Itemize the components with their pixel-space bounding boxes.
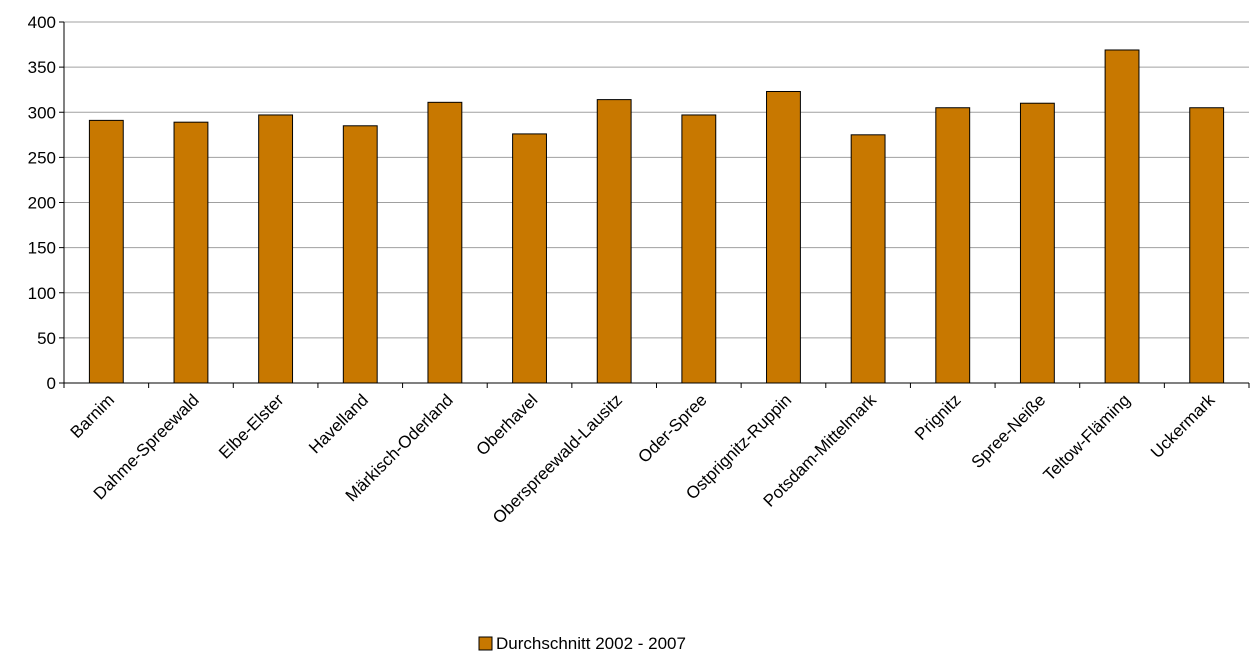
y-tick-label: 250	[28, 148, 56, 167]
legend-swatch	[478, 636, 493, 651]
x-category-label: Spree-Neiße	[968, 390, 1050, 472]
x-category-label: Prignitz	[911, 390, 965, 444]
x-category-label: Barnim	[67, 390, 119, 442]
bar	[850, 134, 886, 384]
y-tick-label: 150	[28, 239, 56, 258]
y-tick-label: 200	[28, 194, 56, 213]
x-category-label: Havelland	[305, 390, 372, 457]
y-tick-label: 50	[37, 329, 56, 348]
y-tick-label: 0	[47, 374, 56, 393]
bar	[512, 133, 547, 384]
y-tick-label: 300	[28, 103, 56, 122]
grid-lines	[64, 21, 1249, 339]
bar	[88, 119, 124, 384]
bar	[427, 101, 463, 384]
bar	[342, 125, 378, 384]
legend-label: Durchschnitt 2002 - 2007	[496, 634, 686, 653]
x-category-label: Oder-Spree	[634, 390, 710, 466]
y-tick-label: 400	[28, 13, 56, 32]
axes	[59, 21, 1250, 388]
bar	[681, 114, 717, 384]
bar	[1189, 107, 1225, 384]
x-category-label: Teltow-Fläming	[1040, 390, 1134, 484]
x-category-label: Oberhavel	[472, 390, 541, 459]
y-tick-label: 100	[28, 284, 56, 303]
bar	[596, 99, 632, 384]
y-axis-tick-labels: 0 50 100 150 200 250 300 350 400	[28, 13, 56, 393]
bar	[1104, 49, 1140, 384]
x-category-label: Elbe-Elster	[215, 390, 287, 462]
bar	[935, 107, 971, 384]
bar	[173, 121, 209, 384]
bar	[258, 114, 294, 384]
bar-series	[88, 49, 1225, 384]
bar	[1019, 102, 1055, 384]
bar	[766, 90, 801, 384]
y-tick-label: 350	[28, 58, 56, 77]
legend: Durchschnitt 2002 - 2007	[478, 634, 686, 653]
x-category-label: Uckermark	[1147, 390, 1219, 462]
